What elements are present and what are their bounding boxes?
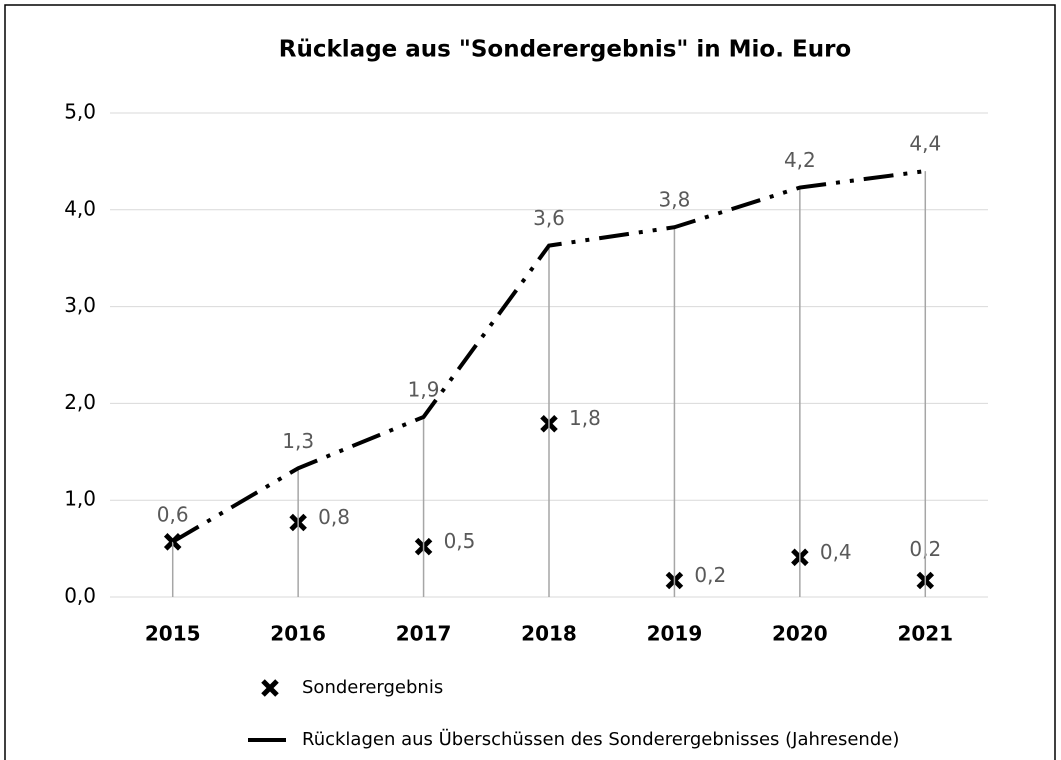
y-tick-label: 4,0 (64, 196, 96, 220)
data-label: 4,2 (784, 148, 816, 172)
data-label: 1,3 (282, 429, 314, 453)
line-series (171, 169, 926, 544)
data-label: 0,4 (820, 540, 852, 564)
x-tick-label: 2020 (772, 622, 828, 646)
y-tick-label: 1,0 (64, 487, 96, 511)
data-label: 0,8 (318, 505, 350, 529)
data-label: 0,2 (694, 563, 726, 587)
data-label: 3,6 (533, 206, 565, 230)
y-tick-label: 0,0 (64, 584, 96, 608)
data-label: 1,9 (408, 377, 440, 401)
legend-marker (261, 679, 279, 697)
y-tick-label: 5,0 (64, 100, 96, 124)
x-tick-label: 2015 (145, 622, 201, 646)
x-tick-label: 2021 (897, 622, 953, 646)
legend-label: Sonderergebnis (302, 677, 443, 698)
chart-title: Rücklage aus "Sonderergebnis" in Mio. Eu… (279, 37, 851, 63)
data-label: 3,8 (659, 188, 691, 212)
x-tick-label: 2017 (396, 622, 452, 646)
data-label: 0,6 (157, 502, 189, 526)
legend-label: Rücklagen aus Überschüssen des Sondererg… (302, 728, 899, 750)
y-tick-label: 2,0 (64, 390, 96, 414)
data-label: 0,5 (444, 529, 476, 553)
x-tick-label: 2018 (521, 622, 577, 646)
x-tick-label: 2016 (270, 622, 326, 646)
y-tick-label: 3,0 (64, 293, 96, 317)
x-tick-label: 2019 (647, 622, 703, 646)
chart-border (4, 4, 1056, 760)
data-label: 4,4 (909, 132, 941, 156)
data-label: 1,8 (569, 406, 601, 430)
